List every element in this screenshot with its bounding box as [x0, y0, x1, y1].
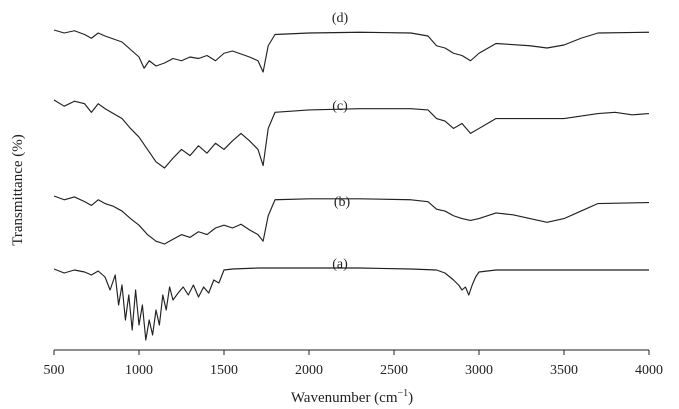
spectrum-line-b [53, 195, 650, 245]
x-axis-ticks: 500 1000 1500 2000 2500 3000 3500 4000 [44, 350, 663, 378]
x-axis-title-tail: ) [408, 390, 413, 406]
x-tick-label: 1000 [125, 363, 153, 378]
x-tick-label: 2500 [380, 363, 408, 378]
spectrum-line-c [53, 99, 650, 169]
x-axis-title-superscript: −1 [398, 388, 409, 399]
series-label-c: (c) [332, 99, 348, 114]
series-label-b: (b) [334, 195, 351, 210]
x-tick-label: 1500 [210, 363, 238, 378]
x-tick-label: 4000 [635, 363, 663, 378]
x-axis-title: Wavenumber (cm−1) [291, 388, 413, 406]
spectrum-line-a [53, 267, 649, 341]
y-axis-title: Transmittance (%) [10, 134, 26, 246]
x-tick-label: 500 [44, 363, 65, 378]
x-tick-label: 3500 [550, 363, 578, 378]
series-label-a: (a) [332, 257, 348, 272]
plot-area: (a) (b) (c) (d) [53, 11, 650, 341]
spectrum-line-d [53, 29, 650, 73]
series-label-d: (d) [332, 11, 349, 26]
x-axis-title-main: Wavenumber (cm [291, 390, 398, 406]
x-tick-label: 2000 [295, 363, 323, 378]
x-tick-label: 3000 [465, 363, 493, 378]
